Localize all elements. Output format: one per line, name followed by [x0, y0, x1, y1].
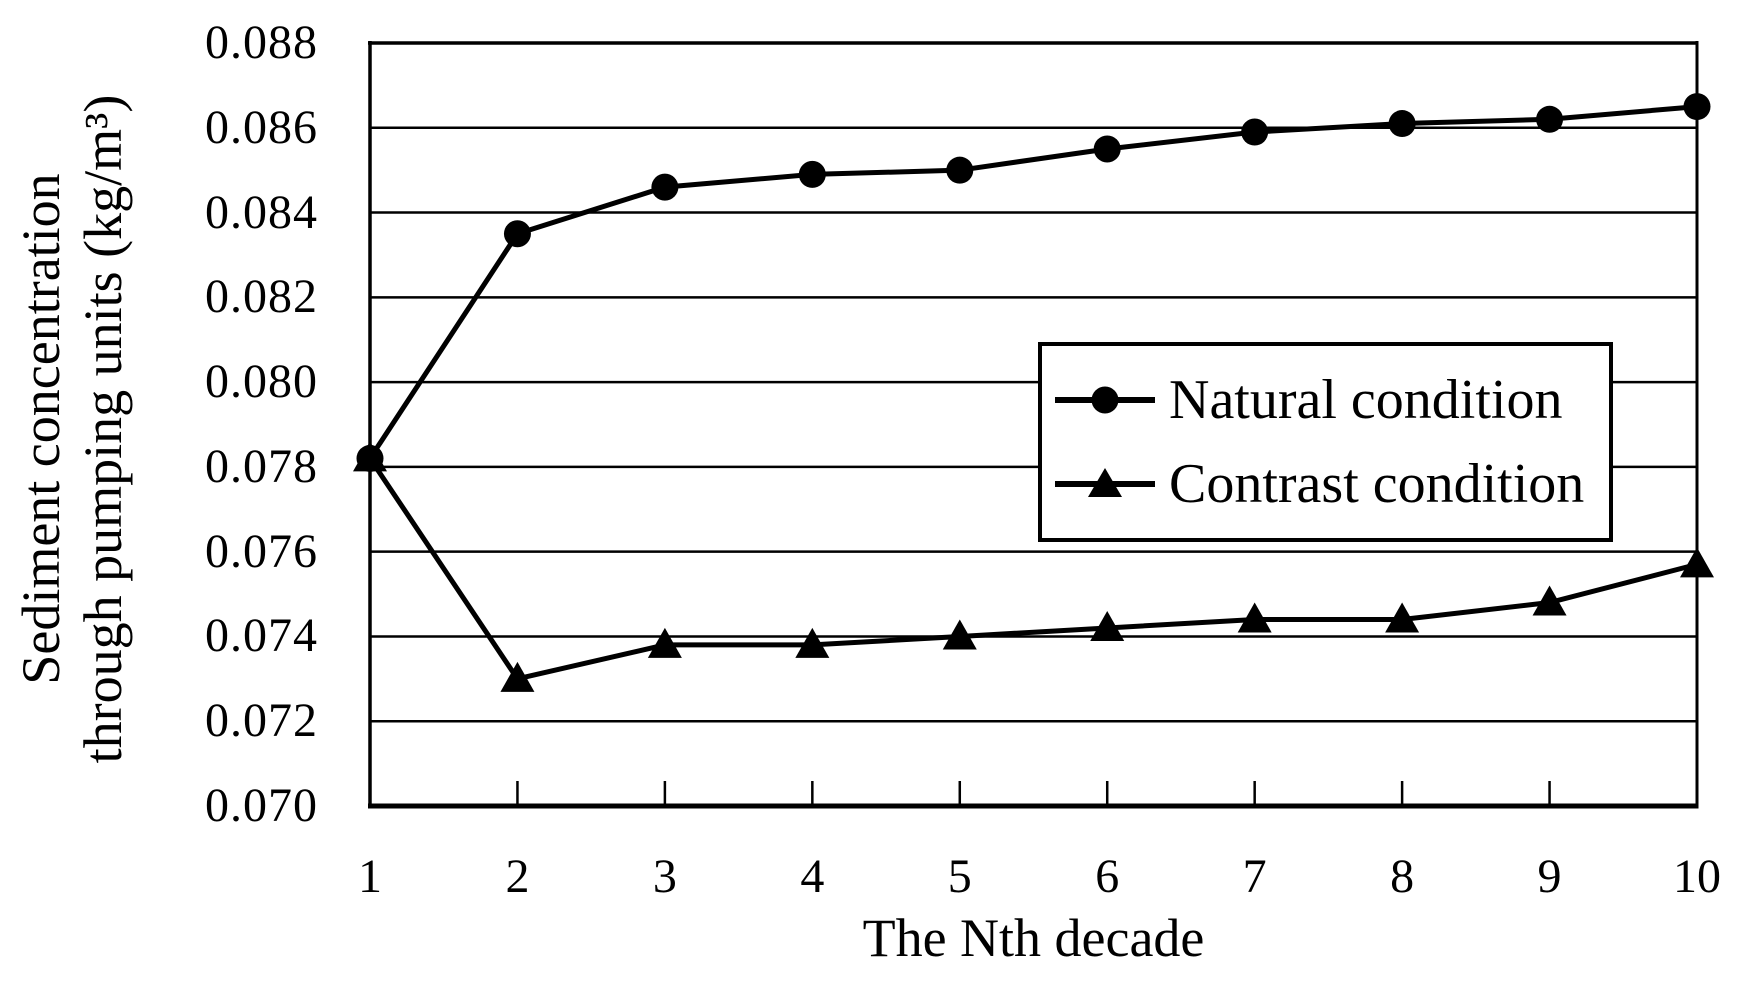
- series-line-triangle: [367, 457, 1698, 682]
- data-point-triangle: [1385, 602, 1420, 633]
- data-point-triangle: [942, 619, 977, 650]
- circle-marker-icon: [1055, 386, 1155, 414]
- x-tick-label: 3: [652, 850, 677, 903]
- legend-label: Natural condition: [1169, 369, 1563, 431]
- y-tick-label: 0.088: [205, 16, 318, 69]
- data-point-triangle: [1237, 602, 1272, 633]
- data-point-circle: [1093, 135, 1121, 163]
- x-tick-label: 10: [1673, 850, 1721, 903]
- x-tick-label: 6: [1095, 850, 1120, 903]
- data-point-circle: [503, 220, 531, 248]
- y-axis-title: Sediment concentration through pumping u…: [10, 0, 134, 858]
- series-line-circle: [367, 104, 1698, 460]
- y-axis-title-line1: Sediment concentration: [11, 173, 71, 685]
- data-point-circle: [1536, 105, 1564, 133]
- y-tick-label: 0.084: [205, 185, 318, 239]
- y-tick-label: 0.086: [205, 100, 318, 154]
- data-point-triangle: [1680, 547, 1714, 578]
- data-point-circle: [651, 173, 679, 201]
- y-tick-label: 0.078: [205, 439, 318, 493]
- x-tick-label: 4: [800, 850, 825, 903]
- legend: Natural condition Contrast condition: [1038, 342, 1613, 542]
- triangle-marker-icon: [1055, 468, 1155, 497]
- x-tick-label: 5: [947, 850, 972, 903]
- data-point-circle: [946, 156, 974, 184]
- data-point-circle: [356, 444, 384, 472]
- x-tick-label: 2: [505, 850, 530, 903]
- legend-item-contrast-condition: Contrast condition: [1042, 454, 1609, 514]
- y-axis-title-line2: through pumping units (kg/m³): [73, 94, 133, 764]
- legend-item-natural-condition: Natural condition: [1042, 370, 1609, 430]
- y-tick-label: 0.082: [205, 270, 318, 324]
- y-tick-label: 0.070: [205, 779, 318, 832]
- data-point-circle: [1683, 93, 1711, 121]
- data-point-triangle: [647, 627, 682, 658]
- legend-label: Contrast condition: [1169, 453, 1585, 515]
- data-point-circle: [1388, 110, 1416, 138]
- data-point-circle: [1241, 118, 1269, 146]
- y-tick-label: 0.072: [205, 694, 318, 748]
- data-point-triangle: [1532, 585, 1567, 616]
- x-tick-label: 9: [1537, 850, 1562, 903]
- y-tick-label: 0.074: [205, 609, 318, 663]
- x-tick-label: 7: [1242, 850, 1267, 903]
- y-tick-label: 0.076: [205, 524, 318, 578]
- y-tick-label: 0.080: [205, 355, 318, 409]
- data-point-circle: [798, 160, 826, 188]
- x-tick-label: 1: [358, 850, 382, 903]
- data-point-triangle: [500, 661, 535, 692]
- data-point-triangle: [1090, 610, 1125, 641]
- x-axis-title: The Nth decade: [862, 908, 1205, 968]
- data-point-triangle: [795, 627, 830, 658]
- x-tick-label: 8: [1390, 850, 1415, 903]
